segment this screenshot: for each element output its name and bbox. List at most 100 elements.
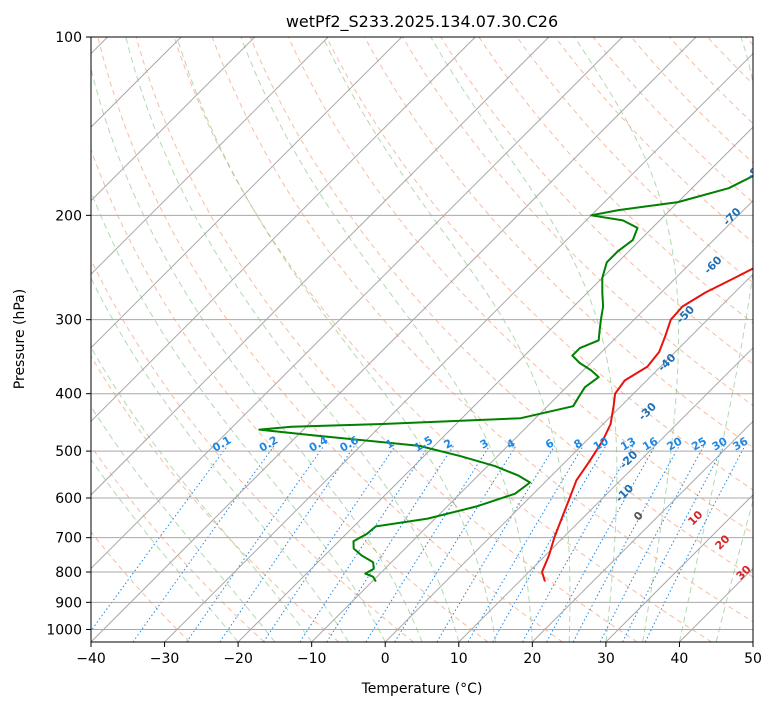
chart-title: wetPf2_S233.2025.134.07.30.C26 bbox=[286, 12, 558, 32]
x-tick-label: −30 bbox=[150, 651, 180, 667]
dry-adiabat bbox=[440, 37, 753, 365]
y-tick-label: 100 bbox=[55, 30, 82, 46]
y-tick-label: 600 bbox=[55, 491, 82, 507]
x-tick-label: −40 bbox=[76, 651, 106, 667]
isotherm-line bbox=[91, 37, 403, 349]
y-axis-ticks: 1000 900 800 700 600 500 400 300 200 100 bbox=[46, 30, 91, 638]
dry-adiabat bbox=[91, 445, 265, 642]
moist-adiabat bbox=[322, 37, 571, 642]
x-tick-label: 50 bbox=[744, 651, 762, 667]
isotherm-label: -40 bbox=[655, 351, 678, 374]
mixing-ratio-label: 4 bbox=[504, 436, 517, 451]
mixing-ratio-line bbox=[546, 445, 656, 642]
dry-adiabat bbox=[91, 355, 340, 642]
isotherm-label: -50 bbox=[674, 303, 697, 326]
mixing-ratio-line bbox=[365, 445, 490, 642]
isotherm-label: 40 bbox=[761, 587, 775, 607]
isotherm-line bbox=[237, 126, 753, 642]
isotherm-line bbox=[91, 37, 550, 496]
mixing-ratio-lines bbox=[91, 445, 746, 642]
y-tick-label: 500 bbox=[55, 444, 82, 460]
isotherm-line bbox=[458, 347, 753, 642]
x-tick-label: 10 bbox=[450, 651, 468, 667]
mixing-ratio-line bbox=[91, 445, 228, 632]
y-tick-label: 900 bbox=[55, 595, 82, 611]
dry-adiabats bbox=[91, 37, 753, 642]
mixing-ratio-line bbox=[219, 445, 356, 642]
isotherm-line bbox=[679, 567, 753, 642]
x-tick-label: 30 bbox=[597, 651, 615, 667]
dry-adiabat bbox=[516, 37, 753, 284]
x-axis-ticks: −40 −30 −20 −10 0 10 20 30 40 50 bbox=[76, 642, 762, 667]
dry-adiabat bbox=[554, 37, 753, 244]
mixing-ratio-line bbox=[436, 445, 556, 642]
dry-adiabat bbox=[592, 37, 753, 204]
mixing-ratio-line bbox=[522, 445, 634, 642]
dry-adiabat bbox=[97, 37, 563, 642]
x-axis-label: Temperature (°C) bbox=[361, 681, 483, 697]
isotherm-label: 20 bbox=[713, 532, 733, 552]
isotherm-label: -80 bbox=[744, 159, 767, 182]
isotherm-line bbox=[531, 420, 753, 642]
moist-adiabat bbox=[678, 37, 753, 642]
moist-adiabat bbox=[125, 37, 460, 642]
isotherm-line bbox=[384, 273, 753, 642]
mixing-ratio-label: 6 bbox=[543, 436, 556, 451]
y-axis-label: Pressure (hPa) bbox=[12, 289, 28, 389]
dry-adiabat bbox=[249, 37, 753, 578]
plot-frame bbox=[90, 36, 754, 643]
isotherm-line bbox=[91, 37, 623, 570]
x-tick-label: −10 bbox=[297, 651, 327, 667]
x-tick-label: −20 bbox=[223, 651, 253, 667]
moist-adiabat bbox=[430, 37, 618, 642]
dry-adiabat bbox=[91, 148, 489, 642]
moist-adiabat bbox=[240, 37, 533, 642]
mixing-ratio-line bbox=[299, 445, 430, 642]
y-tick-label: 1000 bbox=[46, 622, 82, 638]
isotherm-line bbox=[91, 37, 329, 275]
moist-adiabat bbox=[715, 498, 753, 642]
mixing-ratio-line bbox=[644, 445, 746, 642]
dry-adiabat bbox=[173, 37, 713, 642]
mixing-ratio-label: 2 bbox=[442, 437, 455, 452]
y-tick-label: 800 bbox=[55, 565, 82, 581]
y-tick-label: 300 bbox=[55, 313, 82, 329]
isotherms bbox=[91, 37, 753, 642]
y-tick-label: 400 bbox=[55, 387, 82, 403]
dry-adiabat bbox=[135, 37, 638, 642]
dry-adiabat bbox=[211, 37, 753, 623]
moist-adiabat bbox=[91, 190, 386, 642]
mixing-ratio-line bbox=[467, 445, 584, 642]
dry-adiabat bbox=[91, 258, 414, 642]
moist-adiabat bbox=[91, 346, 313, 642]
isotherm-line bbox=[91, 37, 256, 202]
moist-adiabat bbox=[91, 458, 239, 642]
mixing-ratio-line bbox=[394, 445, 517, 642]
mixing-ratio-line bbox=[326, 445, 454, 642]
isotherm-label: -70 bbox=[720, 205, 743, 228]
isotherm-label: -90 bbox=[761, 113, 775, 136]
moist-adiabat bbox=[176, 37, 497, 642]
isotherm-line bbox=[91, 37, 476, 423]
y-tick-label: 700 bbox=[55, 531, 82, 547]
moist-adiabats bbox=[91, 37, 753, 642]
dry-adiabat bbox=[91, 531, 191, 642]
y-tick-label: 200 bbox=[55, 208, 82, 224]
mixing-ratio-line bbox=[599, 445, 705, 642]
mixing-ratio-line bbox=[622, 445, 725, 642]
isotherm-line bbox=[91, 37, 697, 642]
dry-adiabat bbox=[745, 37, 753, 46]
dry-adiabat bbox=[707, 37, 753, 85]
sounding-series bbox=[258, 174, 753, 582]
x-tick-label: 0 bbox=[381, 651, 390, 667]
isotherm-line bbox=[752, 641, 753, 642]
isotherm-line bbox=[605, 494, 753, 642]
isotherm-line bbox=[164, 52, 753, 642]
isotherm-line bbox=[311, 199, 753, 642]
mixing-ratio-line bbox=[132, 445, 275, 642]
dewpoint-trace bbox=[258, 174, 753, 582]
isotherm-label: 10 bbox=[685, 508, 705, 528]
moist-adiabat bbox=[91, 66, 423, 642]
plot-area: -100-90-80-70-60-50-40-30-20-10010203040… bbox=[91, 37, 775, 642]
